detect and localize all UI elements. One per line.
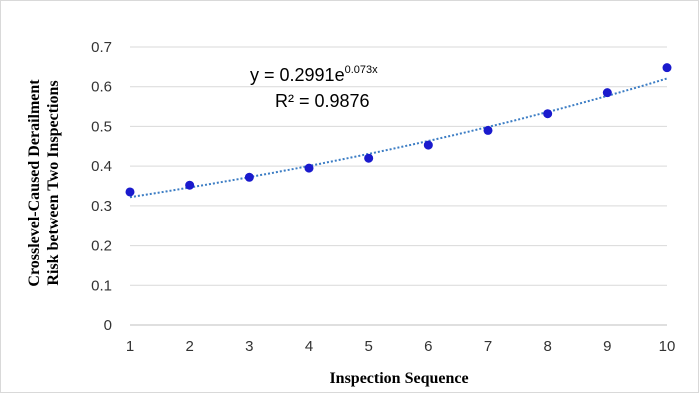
data-point xyxy=(364,153,374,163)
data-point xyxy=(304,163,314,173)
data-point xyxy=(602,88,612,98)
x-tick-label: 2 xyxy=(185,338,193,355)
y-tick-label: 0.4 xyxy=(91,158,112,175)
y-axis-title-line-1: Crosslevel-Caused Derailment xyxy=(26,79,43,287)
x-tick-labels: 1 2 3 4 5 6 7 8 9 10 xyxy=(126,338,676,355)
y-tick-labels: 0 0.1 0.2 0.3 0.4 0.5 0.6 0.7 xyxy=(91,39,112,334)
x-tick-label: 5 xyxy=(364,338,372,355)
y-tick-label: 0.3 xyxy=(91,198,112,215)
x-axis-title: Inspection Sequence xyxy=(329,370,468,387)
y-tick-label: 0.1 xyxy=(91,277,112,294)
data-point xyxy=(662,63,672,73)
y-tick-label: 0.7 xyxy=(91,39,112,56)
data-point xyxy=(543,109,553,119)
data-points xyxy=(125,63,672,197)
y-tick-label: 0.6 xyxy=(91,79,112,96)
x-tick-label: 4 xyxy=(305,338,313,355)
x-tick-label: 8 xyxy=(543,338,551,355)
y-tick-label: 0.2 xyxy=(91,238,112,255)
data-point xyxy=(185,180,195,190)
grid-lines xyxy=(130,46,667,326)
x-tick-label: 7 xyxy=(484,338,492,355)
data-point xyxy=(483,125,493,135)
trendline-equation: y = 0.2991e0.073x xyxy=(250,64,378,85)
trendline-group xyxy=(129,77,668,199)
y-tick-label: 0.5 xyxy=(91,118,112,135)
x-tick-label: 9 xyxy=(603,338,611,355)
y-tick-label: 0 xyxy=(104,317,112,334)
y-axis-title-line-2: Risk between Two Inspections xyxy=(45,80,62,285)
x-tick-label: 10 xyxy=(659,338,676,355)
x-tick-label: 3 xyxy=(245,338,253,355)
data-point xyxy=(423,140,433,150)
data-point xyxy=(244,172,254,182)
r-squared-label: R² = 0.9876 xyxy=(275,91,370,111)
trendline xyxy=(129,77,668,199)
y-axis-title: Crosslevel-Caused Derailment Risk betwee… xyxy=(26,79,62,287)
data-point xyxy=(125,187,135,197)
x-tick-label: 6 xyxy=(424,338,432,355)
x-tick-label: 1 xyxy=(126,338,134,355)
